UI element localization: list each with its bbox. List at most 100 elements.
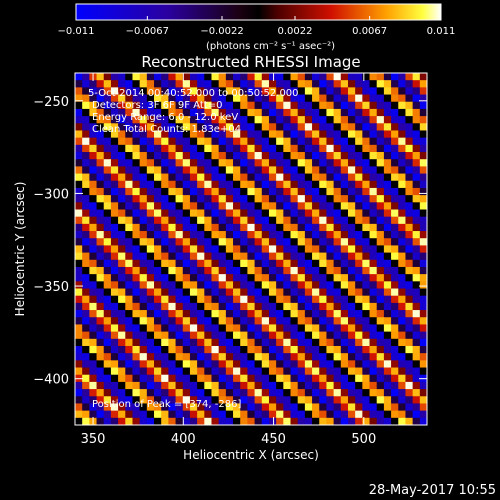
heatmap-cell [405, 410, 414, 419]
heatmap-cell [312, 223, 320, 232]
heatmap-cell [355, 159, 363, 167]
heatmap-cell [103, 223, 112, 232]
heatmap-cell [355, 317, 363, 325]
heatmap-cell [110, 245, 119, 253]
heatmap-cell [132, 374, 141, 383]
heatmap-cell [211, 101, 220, 110]
heatmap-cell [218, 252, 227, 261]
heatmap-cell [96, 223, 105, 232]
heatmap-cell [405, 152, 414, 160]
heatmap-cell [376, 130, 385, 139]
heatmap-cell [75, 123, 83, 131]
heatmap-cell [254, 410, 263, 419]
heatmap-cell [297, 331, 306, 340]
heatmap-cell [225, 410, 234, 419]
heatmap-cell [326, 80, 335, 88]
heatmap-cell [261, 116, 270, 124]
heatmap-cell [161, 101, 169, 110]
heatmap-cell [211, 417, 220, 426]
heatmap-cell [225, 173, 234, 182]
heatmap-cell [89, 389, 97, 397]
heatmap-cell [290, 152, 299, 160]
heatmap-cell [276, 108, 284, 117]
heatmap-cell [297, 166, 306, 174]
heatmap-cell [283, 238, 291, 246]
heatmap-cell [103, 187, 112, 196]
heatmap-cell [139, 259, 148, 268]
heatmap-cell [297, 80, 306, 88]
heatmap-cell [304, 216, 313, 225]
heatmap-cell [333, 266, 342, 275]
heatmap-cell [204, 94, 212, 103]
heatmap-cell [283, 94, 291, 103]
heatmap-cell [319, 252, 327, 261]
heatmap-cell [132, 101, 141, 110]
heatmap-cell [283, 396, 291, 404]
heatmap-cell [290, 252, 299, 261]
heatmap-cell [139, 324, 148, 333]
heatmap-cell [398, 152, 406, 160]
heatmap-cell [110, 123, 119, 131]
heatmap-cell [254, 209, 263, 218]
heatmap-cell [197, 331, 205, 340]
heatmap-cell [355, 187, 363, 196]
heatmap-cell [340, 288, 349, 297]
heatmap-cell [369, 137, 378, 146]
heatmap-cell [268, 152, 277, 160]
heatmap-cell [398, 173, 406, 182]
heatmap-cell [110, 403, 119, 412]
heatmap-cell [247, 187, 255, 196]
heatmap-cell [175, 130, 184, 139]
heatmap-cell [391, 252, 399, 261]
heatmap-cell [319, 101, 327, 110]
heatmap-cell [96, 195, 105, 203]
heatmap-cell [369, 94, 378, 103]
heatmap-cell [96, 80, 105, 88]
heatmap-cell [110, 223, 119, 232]
heatmap-cell [362, 259, 370, 268]
heatmap-cell [254, 338, 263, 347]
heatmap-cell [254, 101, 263, 110]
heatmap-cell [139, 331, 148, 340]
heatmap-cell [319, 209, 327, 218]
heatmap-cell [118, 195, 126, 203]
heatmap-cell [376, 381, 385, 390]
heatmap-cell [398, 166, 406, 174]
heatmap-cell [304, 331, 313, 340]
heatmap-cell [312, 245, 320, 253]
heatmap-cell [118, 123, 126, 131]
heatmap-cell [211, 87, 220, 95]
heatmap-cell [391, 417, 399, 426]
heatmap-cell [146, 123, 155, 131]
heatmap-cell [276, 216, 284, 225]
heatmap-cell [340, 389, 349, 397]
heatmap-cell [276, 123, 284, 131]
heatmap-cell [82, 101, 90, 110]
heatmap-cell [211, 252, 220, 261]
heatmap-cell [405, 338, 414, 347]
heatmap-cell [340, 274, 349, 282]
heatmap-cell [146, 252, 155, 261]
heatmap-cell [103, 389, 112, 397]
heatmap-cell [125, 130, 133, 139]
heatmap-cell [218, 274, 227, 282]
heatmap-cell [283, 144, 291, 153]
heatmap-cell [110, 338, 119, 347]
heatmap-cell [398, 80, 406, 88]
heatmap-cell [376, 374, 385, 383]
heatmap-cell [110, 195, 119, 203]
heatmap-cell [412, 166, 421, 174]
heatmap-cell [362, 231, 370, 239]
heatmap-cell [297, 187, 306, 196]
heatmap-cell [182, 360, 191, 368]
heatmap-cell [419, 281, 428, 289]
heatmap-cell [276, 152, 284, 160]
heatmap-cell [218, 202, 227, 210]
heatmap-cell [340, 166, 349, 174]
heatmap-cell [355, 381, 363, 390]
heatmap-cell [376, 202, 385, 210]
heatmap-cell [240, 202, 248, 210]
heatmap-cell [254, 367, 263, 376]
heatmap-cell [182, 80, 191, 88]
heatmap-cell [189, 338, 198, 347]
